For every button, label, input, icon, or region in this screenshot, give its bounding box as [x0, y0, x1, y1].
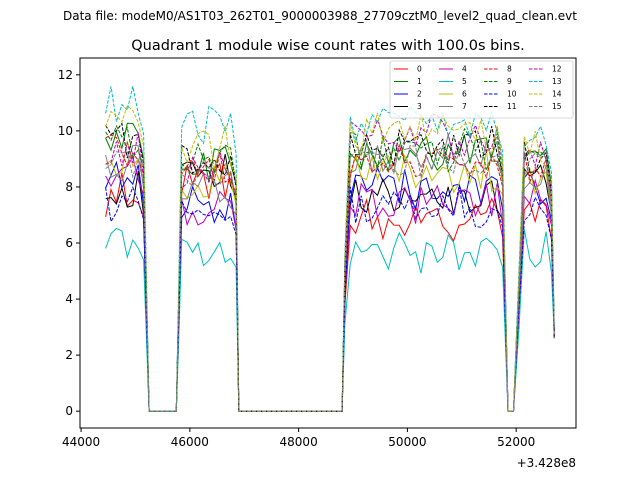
legend-label-12: 12: [552, 65, 562, 74]
y-tick-label: 2: [65, 348, 73, 362]
legend-label-0: 0: [417, 65, 422, 74]
series-line-10: [105, 185, 555, 412]
x-tick-label: 48000: [280, 435, 318, 449]
figure-suptitle: Data file: modeM0/AS1T03_262T01_90000039…: [63, 9, 577, 23]
legend-label-5: 5: [462, 77, 467, 86]
legend-label-4: 4: [462, 65, 467, 74]
y-tick-label: 4: [65, 292, 73, 306]
legend-label-2: 2: [417, 90, 422, 99]
y-tick-label: 8: [65, 180, 73, 194]
series-line-15: [105, 144, 555, 412]
y-tick-label: 10: [58, 124, 73, 138]
y-tick-label: 6: [65, 236, 73, 250]
legend-label-10: 10: [507, 90, 517, 99]
y-tick-label: 12: [58, 68, 73, 82]
legend-label-14: 14: [552, 90, 562, 99]
plot-area: [80, 58, 576, 428]
legend-label-3: 3: [417, 102, 422, 111]
series-layer: [105, 86, 555, 412]
legend-label-13: 13: [552, 77, 562, 86]
series-line-9: [105, 124, 555, 412]
legend-label-6: 6: [462, 90, 467, 99]
x-tick-label: 44000: [62, 435, 100, 449]
legend-label-7: 7: [462, 102, 467, 111]
x-tick-label: 50000: [388, 435, 426, 449]
legend-label-1: 1: [417, 77, 422, 86]
legend-label-8: 8: [507, 65, 512, 74]
y-tick-label: 0: [65, 404, 73, 418]
legend-label-15: 15: [552, 102, 562, 111]
x-tick-label: 52000: [497, 435, 535, 449]
chart-title: Quadrant 1 module wise count rates with …: [131, 38, 525, 54]
legend-frame: [389, 60, 574, 119]
series-line-5: [105, 227, 555, 412]
x-offset-label: +3.428e8: [517, 456, 576, 470]
x-tick-label: 46000: [171, 435, 209, 449]
legend-label-9: 9: [507, 77, 512, 86]
legend-label-11: 11: [507, 102, 517, 111]
